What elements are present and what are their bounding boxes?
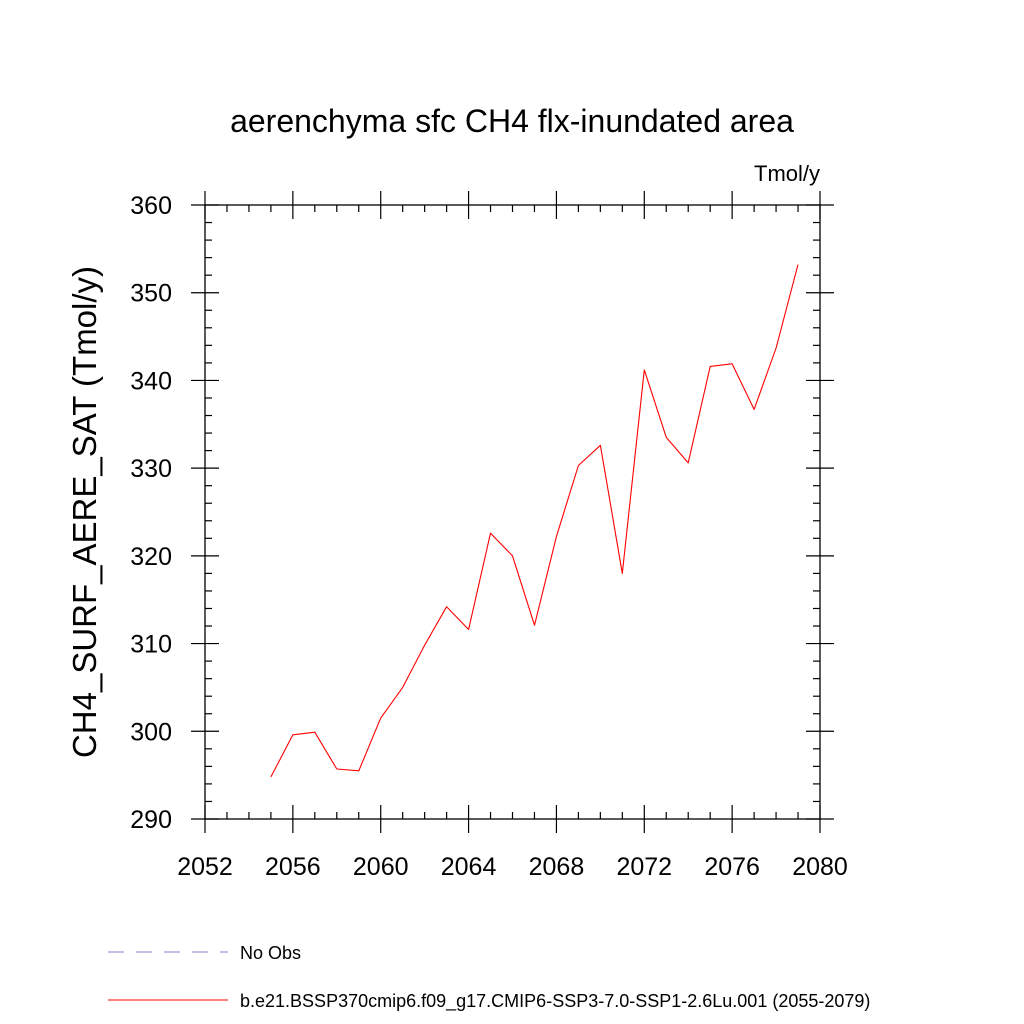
chart-title: aerenchyma sfc CH4 flx-inundated area — [230, 103, 794, 139]
legend-label: No Obs — [240, 943, 301, 963]
y-tick-label: 310 — [130, 631, 172, 659]
x-tick-label: 2072 — [616, 853, 672, 881]
x-tick-label: 2064 — [441, 853, 497, 881]
plot-frame — [204, 204, 821, 820]
series-line — [270, 264, 799, 778]
y-tick-label: 330 — [130, 455, 172, 483]
x-tick-label: 2060 — [353, 853, 409, 881]
y-tick-label: 320 — [130, 543, 172, 571]
x-tick-label: 2052 — [177, 853, 233, 881]
x-tick-label: 2056 — [265, 853, 321, 881]
x-tick-label: 2080 — [792, 853, 848, 881]
x-tick-label: 2076 — [704, 853, 760, 881]
legend-label: b.e21.BSSP370cmip6.f09_g17.CMIP6-SSP3-7.… — [240, 991, 870, 1012]
y-axis-label: CH4_SURF_AERE_SAT (Tmol/y) — [66, 266, 103, 758]
tick-labels: 2052 2056 2060 2064 2068 2072 2076 2080 290 300 31… — [130, 192, 848, 881]
y-tick-label: 350 — [130, 280, 172, 308]
y-tick-label: 340 — [130, 367, 172, 395]
series-layer — [270, 264, 799, 778]
y-tick-label: 360 — [130, 192, 172, 220]
y-tick-label: 290 — [130, 806, 172, 834]
units-label: Tmol/y — [754, 161, 820, 186]
axis-ticks — [191, 191, 834, 833]
x-tick-label: 2068 — [529, 853, 585, 881]
legend: No Obs b.e21.BSSP370cmip6.f09_g17.CMIP6-S… — [108, 943, 870, 1012]
y-tick-label: 300 — [130, 718, 172, 746]
